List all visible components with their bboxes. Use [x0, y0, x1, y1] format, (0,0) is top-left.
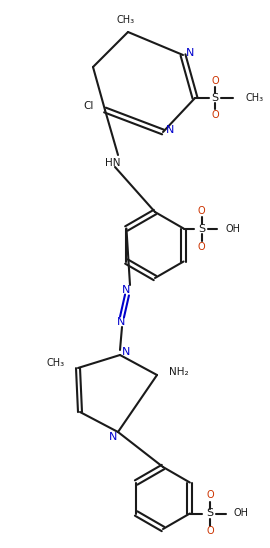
Text: CH₃: CH₃ [245, 93, 263, 103]
Text: O: O [198, 242, 205, 252]
Text: CH₃: CH₃ [47, 358, 65, 368]
Text: HN: HN [105, 158, 121, 168]
Text: OH: OH [225, 224, 241, 233]
Text: CH₃: CH₃ [117, 15, 135, 25]
Text: O: O [211, 110, 219, 120]
Text: S: S [206, 509, 213, 518]
Text: N: N [117, 317, 125, 327]
Text: O: O [198, 206, 205, 215]
Text: S: S [198, 224, 205, 233]
Text: N: N [122, 347, 130, 357]
Text: O: O [211, 76, 219, 86]
Text: OH: OH [234, 509, 249, 518]
Text: N: N [109, 432, 117, 442]
Text: S: S [211, 93, 218, 103]
Text: N: N [122, 285, 130, 295]
Text: O: O [206, 527, 214, 536]
Text: N: N [186, 48, 194, 58]
Text: O: O [206, 490, 214, 500]
Text: N: N [166, 125, 174, 135]
Text: Cl: Cl [84, 101, 94, 111]
Text: NH₂: NH₂ [169, 367, 189, 377]
